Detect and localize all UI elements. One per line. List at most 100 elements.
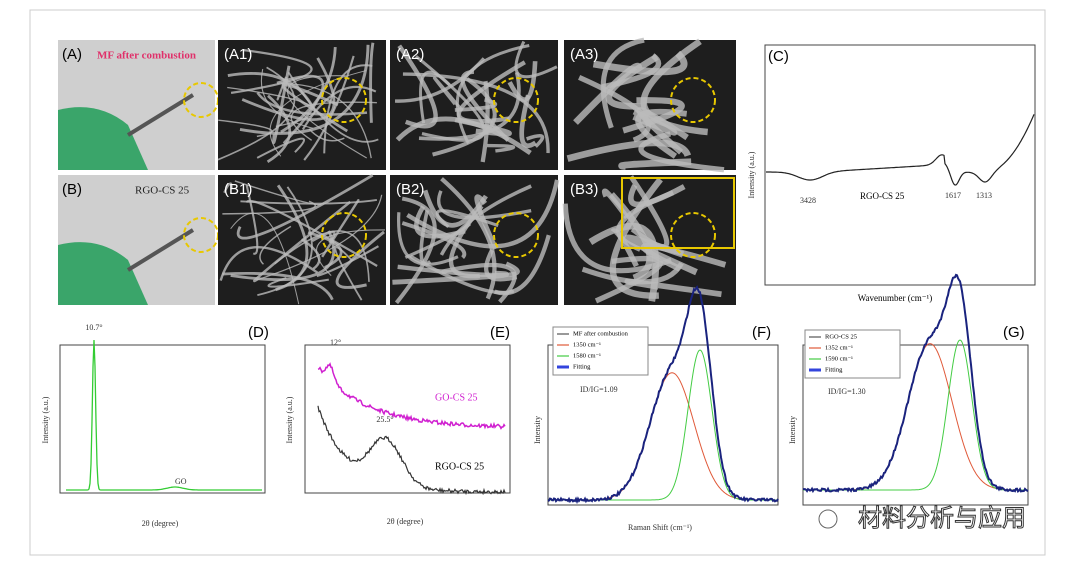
fiber — [600, 37, 645, 129]
y-axis-label: Intensity — [788, 416, 797, 444]
fiber — [514, 40, 558, 79]
fiber — [418, 71, 521, 141]
legend-entry: 1590 cm⁻¹ — [825, 355, 853, 362]
legend-entry: 1580 cm⁻¹ — [573, 352, 601, 359]
watermark: 材料分析与应用 — [858, 504, 1026, 532]
fiber — [474, 194, 499, 250]
panel-label: (A) — [62, 46, 82, 63]
plot-frame — [304, 344, 511, 494]
fiber — [636, 107, 689, 155]
fiber — [635, 108, 688, 159]
fiber — [323, 64, 373, 154]
panel-label: (A3) — [570, 46, 598, 63]
fiber — [394, 196, 437, 305]
sem-image — [564, 37, 736, 173]
photo-label: RGO-CS 25 — [135, 185, 190, 197]
legend-entry: Fitting — [573, 363, 591, 370]
fiber — [275, 184, 309, 292]
highlight — [493, 212, 539, 258]
fiber — [432, 76, 464, 112]
legend-entry: 1352 cm⁻¹ — [825, 344, 853, 351]
x-axis-label: Wavenumber (cm⁻¹) — [858, 293, 932, 303]
fiber — [236, 173, 374, 240]
fiber — [218, 119, 273, 138]
fiber — [618, 158, 692, 170]
panel-label: (B1) — [224, 181, 252, 198]
x-axis-label: 2θ (degree) — [142, 519, 179, 528]
fiber — [507, 61, 538, 102]
panel-label: (D) — [248, 324, 269, 341]
fiber — [397, 212, 459, 266]
fiber — [592, 50, 688, 76]
peak-label: 1313 — [976, 191, 992, 200]
fiber — [287, 75, 368, 159]
fiber — [369, 42, 375, 123]
fiber — [588, 222, 660, 302]
plot-frame — [59, 344, 266, 494]
sem-image — [218, 173, 386, 305]
fiber — [260, 68, 314, 129]
fiber — [605, 53, 659, 110]
fiber — [256, 194, 383, 281]
sem-image — [562, 175, 736, 305]
fiber — [230, 49, 313, 95]
fiber — [256, 137, 306, 159]
highlight — [493, 77, 539, 123]
xrd-curve — [66, 339, 262, 491]
fiber — [267, 277, 329, 288]
panel-label: (C) — [768, 48, 789, 65]
sem-image — [390, 175, 560, 305]
peak-label: 12° — [330, 338, 341, 347]
panel-label: (G) — [1003, 324, 1025, 341]
peak-label: 10.7° — [85, 323, 102, 332]
tweezers — [126, 228, 195, 272]
panel-label: (E) — [490, 324, 510, 341]
fiber — [219, 246, 319, 281]
fiber — [526, 133, 545, 148]
fiber — [334, 246, 363, 301]
photo-label: MF after combustion — [97, 50, 196, 62]
plot-frame — [764, 44, 1036, 286]
watermark-icon — [818, 509, 838, 529]
fiber — [632, 108, 678, 136]
fiber — [392, 270, 510, 285]
fiber — [395, 116, 532, 156]
tweezers — [126, 93, 195, 137]
fiber — [616, 190, 675, 252]
fiber — [419, 70, 451, 124]
highlight — [321, 212, 367, 258]
fiber — [460, 69, 510, 142]
panel-label: (A2) — [396, 46, 424, 63]
fiber — [519, 94, 537, 149]
legend-entry: MF after combustion — [573, 330, 629, 337]
zoom-box — [621, 177, 735, 249]
glove — [58, 107, 148, 170]
fiber — [316, 245, 379, 278]
ratio-label: ID/IG=1.09 — [580, 385, 618, 394]
fiber — [437, 190, 532, 220]
fiber — [419, 210, 432, 266]
fiber — [272, 65, 291, 145]
fiber — [494, 234, 551, 296]
highlight — [670, 77, 716, 123]
fiber — [223, 182, 233, 194]
panel-label: (A1) — [224, 46, 252, 63]
glove — [58, 242, 148, 305]
plot-frame — [547, 344, 779, 506]
xrd-curve — [317, 405, 506, 496]
sem-image — [390, 40, 558, 170]
fiber — [406, 179, 560, 249]
ftir-curve — [766, 114, 1035, 186]
raman-curve — [803, 273, 1029, 494]
plot-frame — [802, 344, 1029, 506]
decoration: MF after combustion 1350 cm⁻¹ 1580 cm⁻¹ Fit… — [58, 37, 1036, 506]
peak-label: 3428 — [800, 196, 816, 205]
fiber — [245, 199, 378, 267]
y-axis-label: Intensity (a.u.) — [285, 396, 294, 443]
fiber — [480, 80, 490, 163]
y-axis-label: Intensity (a.u.) — [747, 151, 756, 198]
fiber — [308, 128, 345, 142]
fiber — [274, 230, 370, 282]
